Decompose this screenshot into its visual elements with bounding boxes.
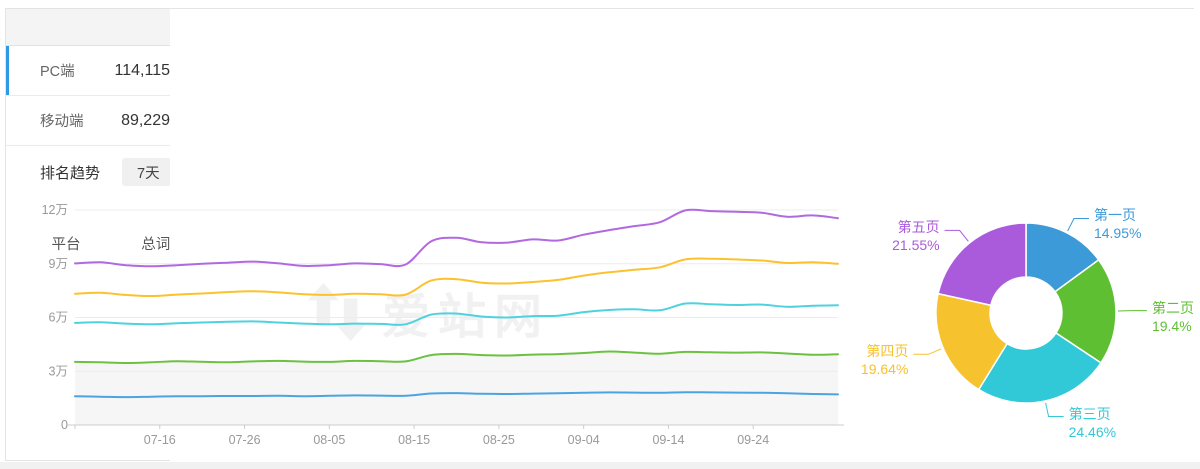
aizhan-logo-icon bbox=[307, 282, 367, 342]
series-area-第二页 bbox=[75, 351, 838, 425]
col-header-platform: 平台 bbox=[51, 237, 81, 253]
trend-section-title: 排名趋势 bbox=[40, 164, 101, 182]
x-axis-label: 07-26 bbox=[229, 433, 261, 447]
platform-label: PC端 bbox=[40, 64, 75, 80]
donut-chart: 第一页 14.95% 第二页 19.4% 第三页 24.46% 第四页 19.64% 第五页 21… bbox=[854, 179, 1200, 451]
series-line-第一页 bbox=[74, 391, 839, 399]
donut-leader-line bbox=[944, 229, 969, 242]
donut-chart-svg bbox=[913, 217, 1147, 418]
donut-slice-第五页 bbox=[937, 222, 1027, 307]
series-line-第四页 bbox=[74, 257, 839, 298]
series-line-第三页 bbox=[74, 302, 839, 326]
donut-leader-line bbox=[1067, 217, 1089, 232]
x-axis-label: 08-25 bbox=[483, 433, 515, 447]
table-header-row: 平台 总词数 第一页 第二页 第三页 第四页 第五页 bbox=[6, 9, 1200, 469]
page-background-strip bbox=[0, 462, 1200, 469]
line-chart: 爱站网 0 3万 6万 9万 12万 07-16 07-26 08-05 08-15 08-25 0… bbox=[30, 181, 850, 451]
x-axis-label: 09-14 bbox=[652, 433, 684, 447]
donut-label-第三页: 第三页 24.46% bbox=[1068, 405, 1117, 440]
x-axis-label: 08-15 bbox=[398, 433, 430, 447]
donut-label-第五页: 第五页 21.55% bbox=[892, 219, 940, 254]
line-chart-svg: 0 3万 6万 9万 12万 07-16 07-26 08-05 08-15 08-25 09-04… bbox=[42, 203, 844, 447]
donut-label-第四页: 第四页 19.64% bbox=[860, 343, 909, 378]
series-line-第五页 bbox=[74, 208, 839, 268]
y-axis-label: 6万 bbox=[49, 311, 68, 325]
platform-label: 移动端 bbox=[40, 114, 84, 130]
y-axis-label: 0 bbox=[61, 418, 68, 432]
total-words-value: 114,115 bbox=[114, 61, 170, 79]
tab-7-days[interactable]: 7天 bbox=[122, 158, 175, 186]
donut-slice-第二页 bbox=[1054, 258, 1117, 364]
keyword-rank-card: 平台 总词数 第一页 第二页 第三页 第四页 第五页 PC端 114,115 1… bbox=[5, 8, 1200, 469]
y-axis-label: 9万 bbox=[49, 257, 68, 271]
x-axis-label: 07-16 bbox=[144, 433, 176, 447]
donut-label-第一页: 第一页 14.95% bbox=[1093, 207, 1142, 242]
y-axis-label: 3万 bbox=[49, 364, 68, 378]
series-line-第二页 bbox=[74, 350, 839, 365]
donut-label-第二页: 第二页 19.4% bbox=[1151, 299, 1194, 334]
total-words-value: 89,229 bbox=[121, 111, 170, 129]
donut-slice-第三页 bbox=[977, 331, 1102, 404]
donut-leader-line bbox=[913, 348, 942, 355]
x-axis-label: 08-05 bbox=[313, 433, 345, 447]
x-axis-label: 09-04 bbox=[568, 433, 600, 447]
donut-leader-line bbox=[1045, 402, 1064, 418]
y-axis-label: 12万 bbox=[42, 203, 68, 217]
donut-slice-第四页 bbox=[935, 292, 1009, 391]
x-axis-label: 09-24 bbox=[737, 433, 769, 447]
